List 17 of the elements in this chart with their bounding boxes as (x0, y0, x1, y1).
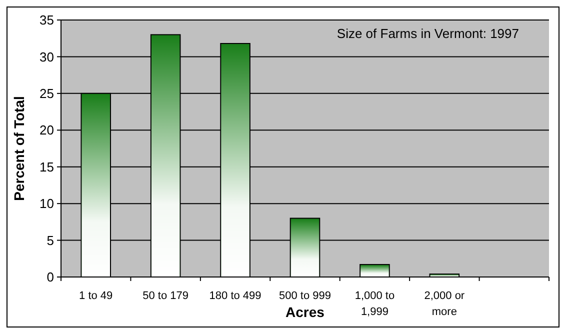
x-tick-label: 50 to 179 (142, 290, 189, 302)
y-tick-label: 20 (40, 122, 54, 138)
x-tick-label: 500 to 999 (279, 290, 331, 302)
x-tick-label: 2,000 or more (424, 290, 465, 318)
y-tick-label: 15 (40, 159, 54, 174)
x-tick-label: 1 to 49 (79, 290, 113, 302)
x-tick-label: 1,000 to 1,999 (354, 290, 395, 318)
y-tick-label: 10 (40, 196, 54, 212)
y-tick-label: 25 (40, 86, 54, 101)
text: Size of Farms in Vermont: 1997 (336, 26, 519, 41)
x-axis-title: Acres (286, 304, 325, 320)
y-tick-label: 5 (46, 232, 54, 248)
y-tick-label: 30 (40, 49, 54, 64)
x-tick-label: 180 to 499 (209, 290, 262, 302)
y-tick-label: 0 (46, 270, 54, 285)
y-tick-label: 35 (40, 12, 54, 28)
y-axis-title: Percent of Total (11, 96, 27, 201)
